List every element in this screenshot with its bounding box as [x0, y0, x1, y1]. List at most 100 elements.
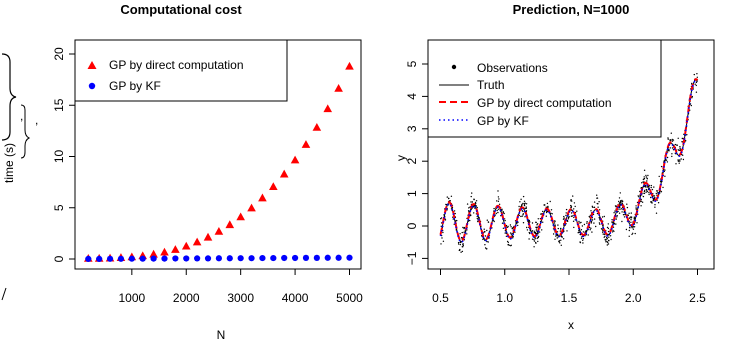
observation-point — [654, 196, 656, 199]
cost-kf-point — [291, 254, 299, 262]
observation-point — [603, 233, 605, 235]
observation-point — [483, 228, 485, 230]
observation-point — [497, 200, 500, 202]
observation-point — [607, 241, 609, 244]
gp-kf-line — [439, 79, 699, 244]
cost-kf-point — [204, 255, 212, 262]
observation-point — [662, 186, 664, 189]
cost-direct-point — [301, 140, 311, 148]
observation-point — [536, 237, 538, 240]
observation-point — [545, 215, 547, 217]
y-label-brace — [20, 104, 31, 159]
observation-point — [534, 238, 536, 240]
observation-point — [468, 207, 470, 209]
observation-point — [613, 230, 615, 232]
observation-point — [671, 153, 673, 155]
observation-point — [562, 238, 565, 240]
observation-point — [486, 240, 488, 243]
observation-point — [497, 211, 499, 214]
observation-point — [533, 231, 536, 234]
observation-point — [571, 200, 573, 202]
observation-point — [580, 237, 583, 239]
observation-point — [560, 227, 562, 230]
observation-point — [620, 208, 623, 210]
observation-point — [589, 229, 591, 231]
observation-point — [520, 198, 522, 200]
observation-point — [618, 200, 620, 203]
observation-point — [646, 189, 648, 191]
observation-point — [471, 201, 474, 203]
observation-point — [650, 184, 652, 187]
cost-kf-point — [346, 254, 353, 261]
chart1-y-tick-label: 5 — [52, 204, 66, 211]
observation-point — [606, 237, 608, 239]
cost-kf-point — [270, 254, 277, 262]
chart1-title: Computational cost — [120, 2, 242, 17]
observation-point — [607, 230, 610, 233]
observation-point — [660, 165, 663, 168]
observation-point — [641, 182, 643, 184]
observation-point — [613, 212, 615, 214]
cost-kf-point — [313, 254, 320, 261]
observation-point — [603, 215, 605, 218]
observation-point — [496, 209, 498, 212]
observation-point — [565, 212, 567, 214]
observation-point — [596, 197, 599, 199]
observation-point — [642, 192, 644, 194]
chart2-x-tick-label: 1.5 — [561, 291, 578, 305]
observation-point — [568, 216, 570, 218]
right-brace — [1, 53, 17, 141]
observation-point — [509, 232, 512, 234]
observation-point — [679, 146, 681, 148]
observation-point — [694, 83, 696, 85]
chart1-x-label: N — [217, 328, 226, 342]
chart2-legend-label-0: Observations — [477, 61, 548, 75]
observation-point — [599, 223, 601, 225]
observation-point — [493, 220, 495, 223]
observation-point — [606, 244, 608, 246]
observation-point — [579, 222, 581, 224]
observation-point — [696, 80, 698, 83]
observation-point — [611, 221, 613, 224]
observation-point — [679, 147, 681, 149]
observation-point — [624, 213, 626, 216]
chart2-legend-label-3: GP by KF — [477, 114, 529, 128]
observation-point — [517, 224, 519, 227]
observation-point — [582, 242, 584, 244]
observation-point — [646, 180, 648, 182]
legend-circle-icon — [88, 82, 96, 90]
observation-point — [640, 205, 642, 207]
observation-point — [669, 147, 671, 149]
observation-point — [476, 217, 478, 220]
observation-point — [630, 219, 632, 221]
observation-point — [628, 217, 631, 219]
observation-point — [690, 104, 692, 107]
observation-point — [610, 238, 612, 241]
observation-point — [653, 195, 656, 197]
cost-kf-point — [335, 254, 342, 261]
observation-point — [602, 230, 604, 232]
observation-point — [493, 210, 495, 212]
observation-point — [643, 176, 645, 178]
observation-point — [615, 223, 617, 225]
cost-kf-point — [194, 255, 201, 262]
observation-point — [660, 191, 663, 193]
observation-point — [525, 210, 528, 212]
observation-point — [668, 150, 670, 152]
observation-point — [664, 175, 666, 177]
observation-point — [552, 228, 555, 230]
observation-point — [477, 220, 479, 223]
observation-point — [441, 237, 443, 239]
observation-point — [497, 196, 500, 198]
observation-point — [664, 169, 666, 171]
chart1-x-tick-label: 1000 — [118, 291, 145, 305]
observation-point — [657, 202, 660, 204]
observation-point — [573, 226, 575, 229]
chart2-y-tick-label: 5 — [405, 60, 419, 67]
cost-kf-point — [237, 255, 244, 262]
observation-point — [570, 212, 573, 214]
observation-point — [519, 201, 521, 203]
observation-point — [647, 174, 649, 177]
observation-point — [667, 138, 669, 140]
chart2-y-tick-label: 2 — [405, 158, 419, 165]
